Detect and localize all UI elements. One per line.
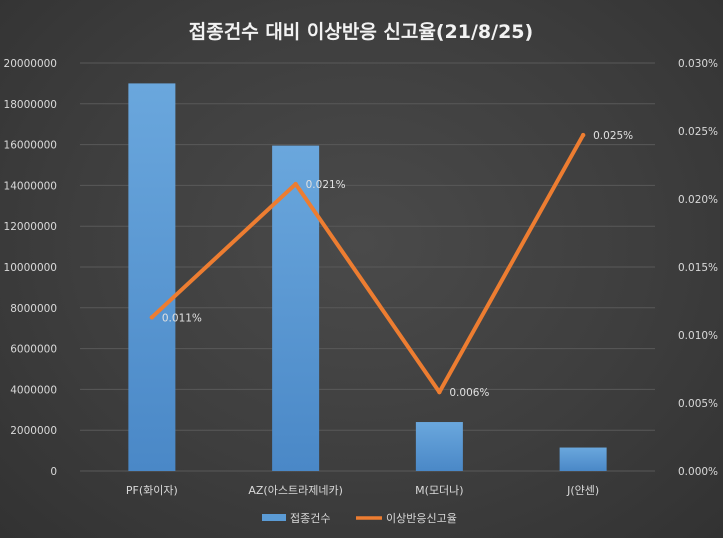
left-tick-label: 8000000 <box>10 303 57 315</box>
legend-bar-swatch <box>262 514 286 521</box>
category-label: M(모더나) <box>415 484 463 497</box>
category-label: PF(화이자) <box>126 484 178 497</box>
category-label: AZ(아스트라제네카) <box>248 484 342 497</box>
rate-point <box>293 181 298 187</box>
left-tick-label: 18000000 <box>4 99 57 111</box>
right-tick-label: 0.000% <box>678 466 718 478</box>
right-tick-label: 0.010% <box>678 330 718 342</box>
right-tick-label: 0.025% <box>678 126 718 138</box>
left-tick-label: 2000000 <box>10 425 57 437</box>
left-tick-label: 12000000 <box>4 221 57 233</box>
legend: 접종건수 이상반응신고율 <box>262 512 457 525</box>
left-tick-label: 6000000 <box>10 344 57 356</box>
rate-data-label: 0.011% <box>162 312 202 324</box>
left-tick-label: 4000000 <box>10 384 57 396</box>
rate-data-label: 0.025% <box>593 130 633 142</box>
rate-point <box>437 389 442 395</box>
bar <box>128 83 176 472</box>
rate-point <box>149 315 155 320</box>
right-axis: 0.000% 0.005% 0.010% 0.015% 0.020% 0.025% 0.03… <box>678 58 718 478</box>
gridlines <box>80 62 655 472</box>
legend-bar-label: 접종건수 <box>290 512 330 525</box>
line-series: 0.011% 0.021% 0.006% 0.025% <box>149 130 633 399</box>
chart-title: 접종건수 대비 이상반응 신고율(21/8/25) <box>189 21 533 43</box>
right-tick-label: 0.020% <box>678 194 718 206</box>
left-tick-label: 20000000 <box>4 58 57 70</box>
left-tick-label: 14000000 <box>4 180 57 192</box>
right-tick-label: 0.005% <box>678 398 718 410</box>
category-label: J(얀센) <box>566 483 599 497</box>
bar-series <box>128 83 607 472</box>
left-axis: 0 2000000 4000000 6000000 8000000 10000000 120… <box>4 58 57 478</box>
rate-point <box>580 132 586 138</box>
bar <box>415 422 463 471</box>
left-tick-label: 10000000 <box>4 262 57 274</box>
right-tick-label: 0.015% <box>678 262 718 274</box>
bar <box>559 447 607 471</box>
rate-data-label: 0.006% <box>449 387 489 399</box>
rate-data-label: 0.021% <box>306 179 346 191</box>
left-tick-label: 16000000 <box>4 140 57 152</box>
left-tick-label: 0 <box>50 466 57 478</box>
bar <box>272 145 320 471</box>
right-tick-label: 0.030% <box>678 58 718 70</box>
legend-line-label: 이상반응신고율 <box>386 512 457 525</box>
category-axis: PF(화이자) AZ(아스트라제네카) M(모더나) J(얀센) <box>126 483 599 497</box>
rate-line <box>149 133 586 395</box>
